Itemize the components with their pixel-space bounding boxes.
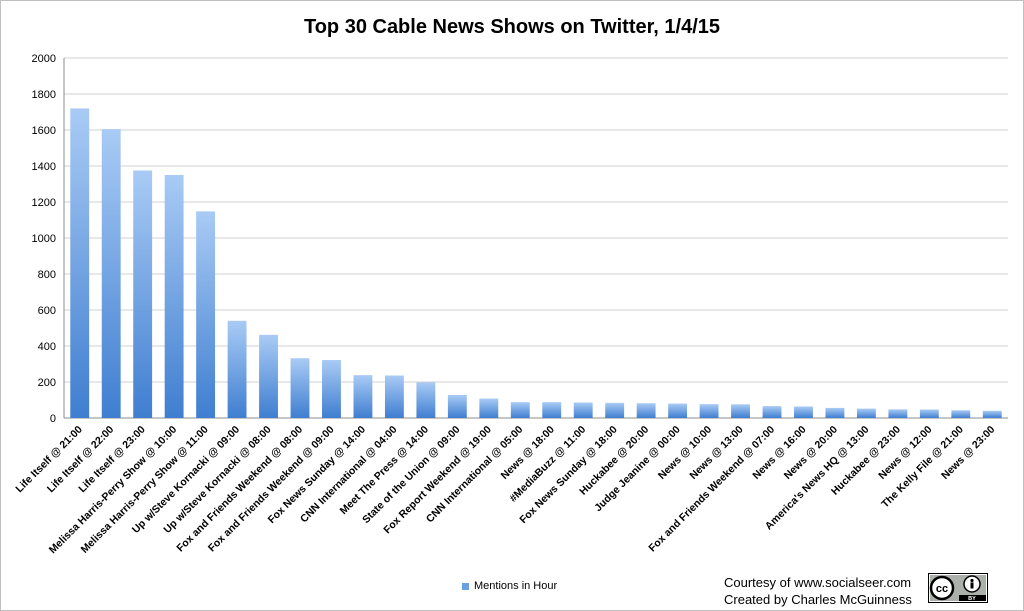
bar	[447, 394, 467, 418]
chart-title: Top 30 Cable News Shows on Twitter, 1/4/…	[303, 16, 721, 38]
y-tick-label: 800	[38, 269, 56, 281]
bar	[856, 408, 876, 418]
y-tick-label: 2000	[32, 53, 56, 65]
bar	[384, 375, 404, 418]
bar	[479, 398, 499, 418]
legend-label: Mentions in Hour	[474, 580, 558, 592]
y-tick-label: 1200	[32, 197, 56, 209]
cc-text: cc	[936, 583, 948, 595]
by-text: BY	[968, 596, 976, 602]
bar	[101, 129, 121, 418]
bar	[573, 402, 593, 418]
bar	[605, 402, 625, 418]
legend: Mentions in Hour	[462, 580, 557, 592]
credit-line-1: Courtesy of www.socialseer.com	[724, 575, 912, 590]
y-tick-label: 1600	[32, 125, 56, 137]
bar	[825, 407, 845, 418]
bar	[290, 358, 310, 418]
y-tick-label: 200	[38, 377, 56, 389]
bar	[636, 403, 656, 418]
bar	[416, 382, 436, 418]
y-tick-labels: 0 200 400 600 800 1000 1200 1400 1600 1800 2000	[32, 53, 56, 425]
y-tick-label: 0	[50, 413, 56, 425]
creative-commons-badge: cc BY	[928, 573, 988, 603]
bar	[668, 403, 688, 418]
y-tick-label: 600	[38, 305, 56, 317]
bar	[982, 410, 1002, 418]
bar	[794, 406, 813, 418]
y-tick-label: 1800	[32, 89, 56, 101]
bar	[731, 404, 750, 418]
y-tick-label: 1400	[32, 161, 56, 173]
bar	[699, 404, 719, 418]
bar	[919, 409, 939, 418]
credit-line-2: Created by Charles McGuinness	[724, 592, 912, 607]
bar	[196, 211, 216, 418]
bar	[70, 108, 90, 419]
bar	[227, 320, 247, 418]
y-tick-label: 1000	[32, 233, 56, 245]
gridlines	[63, 57, 1008, 419]
bar	[353, 375, 373, 418]
cc-circle-icon	[929, 575, 955, 601]
legend-swatch	[462, 582, 469, 590]
bar	[762, 406, 782, 418]
bar	[542, 402, 562, 418]
y-tick-label: 400	[38, 341, 56, 353]
bar	[951, 410, 971, 418]
bar	[133, 170, 153, 418]
bar	[164, 175, 184, 418]
bar	[510, 402, 530, 418]
bar	[888, 409, 908, 418]
bars	[70, 108, 1002, 419]
bar	[322, 360, 341, 418]
bar	[259, 334, 278, 418]
